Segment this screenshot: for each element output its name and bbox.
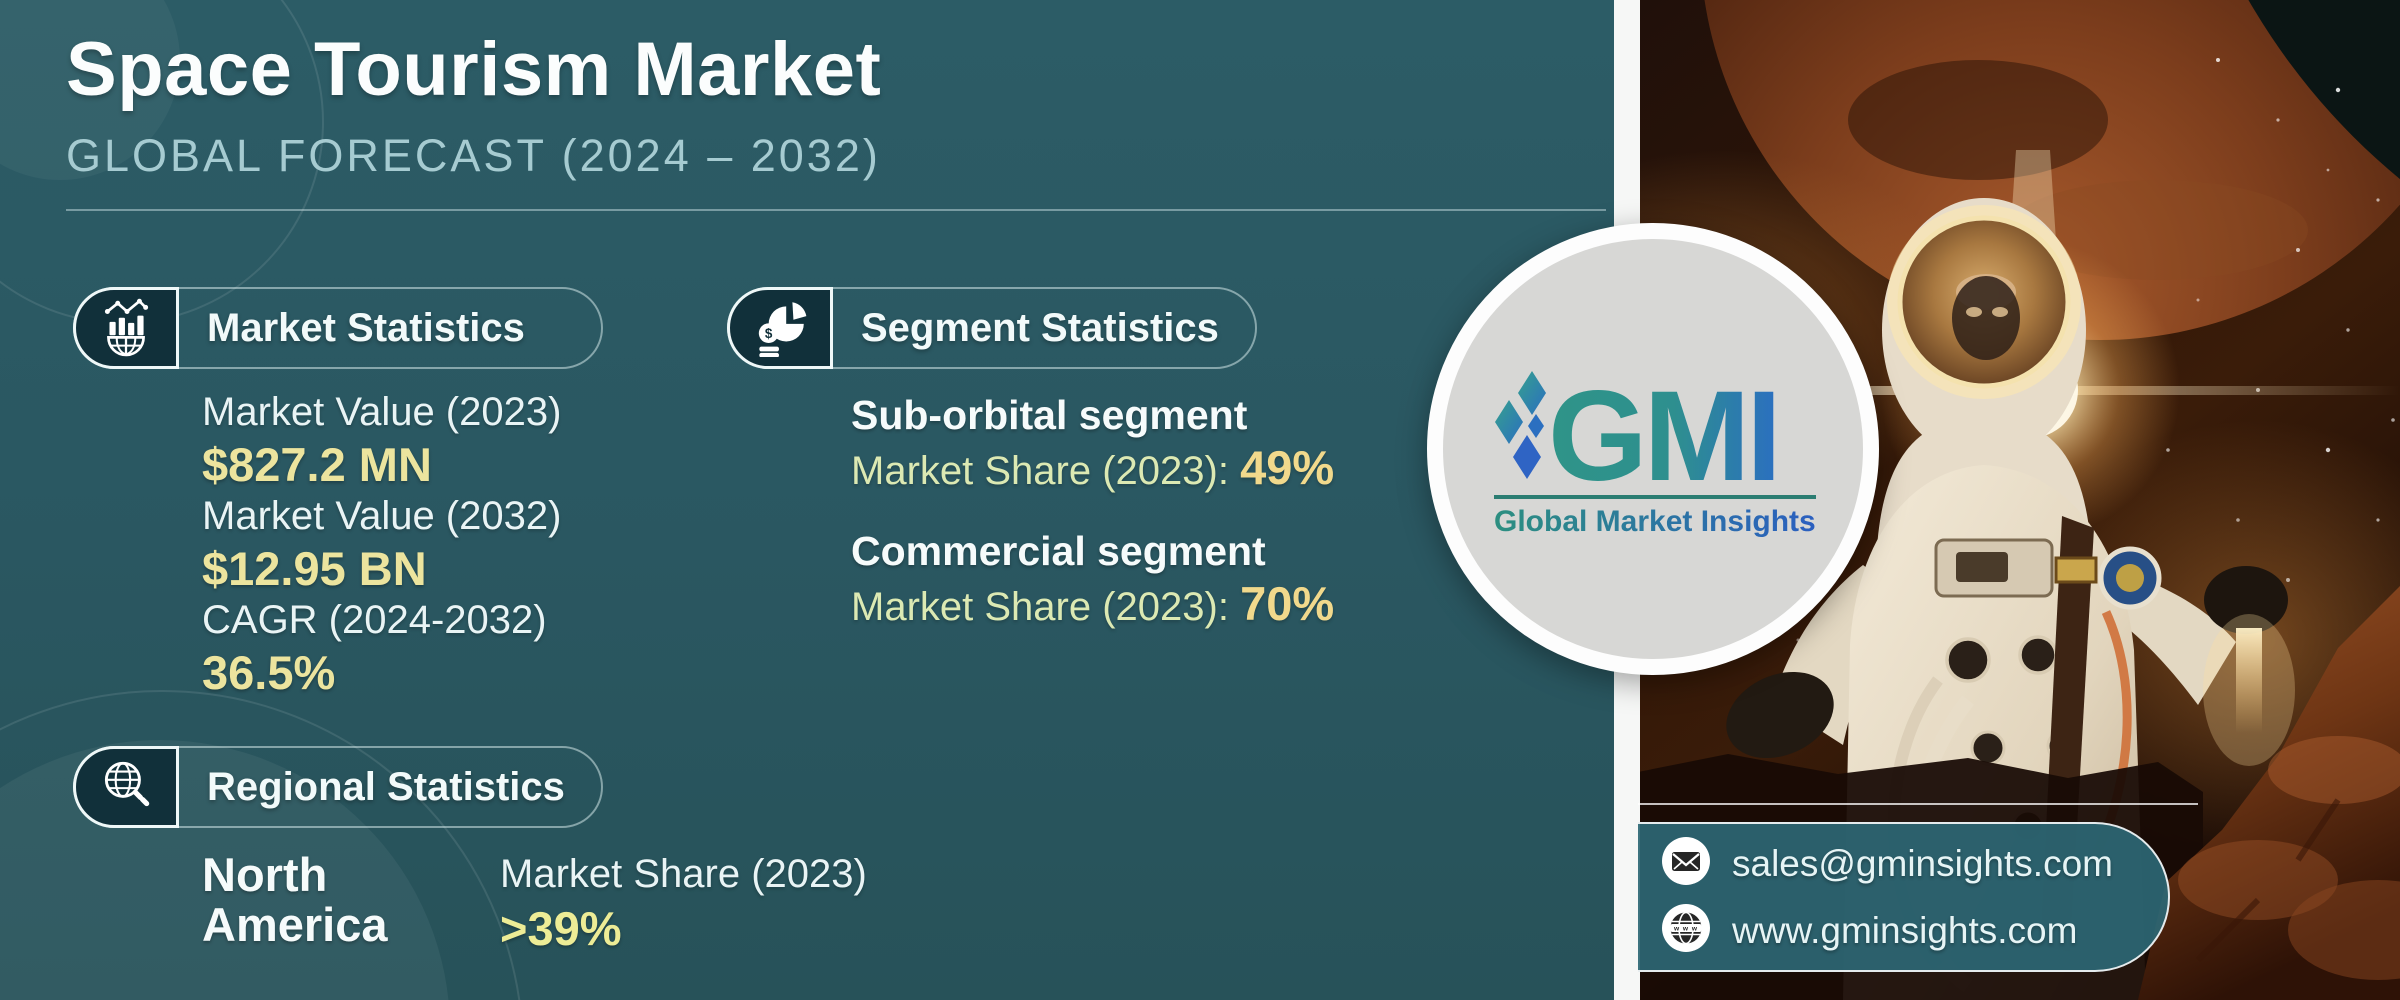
- region-share-label: Market Share (2023): [500, 852, 867, 896]
- svg-text:w w w: w w w: [1673, 925, 1698, 932]
- globe-magnifier-icon: [95, 754, 157, 821]
- website-row[interactable]: w w w www.gminsights.com: [1662, 904, 2168, 957]
- www-globe-icon: w w w: [1662, 904, 1710, 957]
- stat-label: Market Value (2032): [202, 494, 562, 538]
- stat-label: Market Value (2023): [202, 390, 562, 434]
- page-title: Space Tourism Market: [66, 27, 882, 112]
- pie-chart-coins-icon: $: [749, 295, 811, 362]
- region-name: North America: [202, 848, 388, 951]
- segment-share-label: Market Share (2023):: [851, 449, 1229, 493]
- svg-text:$: $: [765, 325, 773, 340]
- segment-share-value: 49%: [1240, 441, 1335, 494]
- website-text[interactable]: www.gminsights.com: [1732, 909, 2078, 951]
- header-divider: [66, 209, 1606, 211]
- regional-statistics-badge: Regional Statistics: [73, 746, 603, 828]
- badge-icon-box: [73, 746, 179, 828]
- page-subtitle: GLOBAL FORECAST (2024 – 2032): [66, 130, 881, 181]
- segment-share: Market Share (2023): 49%: [851, 440, 1334, 495]
- stats-panel: Space Tourism Market GLOBAL FORECAST (20…: [0, 0, 1638, 1000]
- badge-icon-box: $: [727, 287, 833, 369]
- gmi-monogram: GMI: [1548, 368, 1778, 508]
- email-row[interactable]: sales@gminsights.com: [1662, 837, 2168, 890]
- segment-share: Market Share (2023): 70%: [851, 576, 1334, 631]
- email-text[interactable]: sales@gminsights.com: [1732, 842, 2113, 884]
- market-statistics-badge: Market Statistics: [73, 287, 603, 369]
- region-share-value: >39%: [500, 902, 622, 955]
- segment-name: Sub-orbital segment: [851, 392, 1248, 438]
- envelope-icon: [1662, 837, 1710, 890]
- badge-label: Market Statistics: [207, 306, 525, 350]
- stat-value: $827.2 MN: [202, 438, 432, 491]
- gmi-logo: GMI Global Market Insights: [1494, 368, 1816, 538]
- gmi-tagline: Global Market Insights: [1494, 505, 1816, 538]
- badge-label: Segment Statistics: [861, 306, 1219, 350]
- segment-statistics-badge: $ Segment Statistics: [727, 287, 1257, 369]
- corner-decoration: [0, 690, 524, 1000]
- stat-value: $12.95 BN: [202, 542, 427, 595]
- stat-value: 36.5%: [202, 646, 336, 699]
- segment-share-value: 70%: [1240, 577, 1335, 630]
- gmi-diamonds: [1495, 371, 1546, 479]
- badge-icon-box: [73, 287, 179, 369]
- contact-topline: [1638, 803, 2198, 805]
- segment-share-label: Market Share (2023):: [851, 585, 1229, 629]
- badge-label: Regional Statistics: [207, 765, 565, 809]
- contact-card: sales@gminsights.com w w w www.gminsight…: [1638, 822, 2170, 972]
- stat-label: CAGR (2024-2032): [202, 598, 547, 642]
- segment-name: Commercial segment: [851, 528, 1266, 574]
- bar-chart-globe-icon: [95, 295, 157, 362]
- dark-planet-limb: [2248, 0, 2400, 179]
- logo-underline: [1494, 495, 1816, 499]
